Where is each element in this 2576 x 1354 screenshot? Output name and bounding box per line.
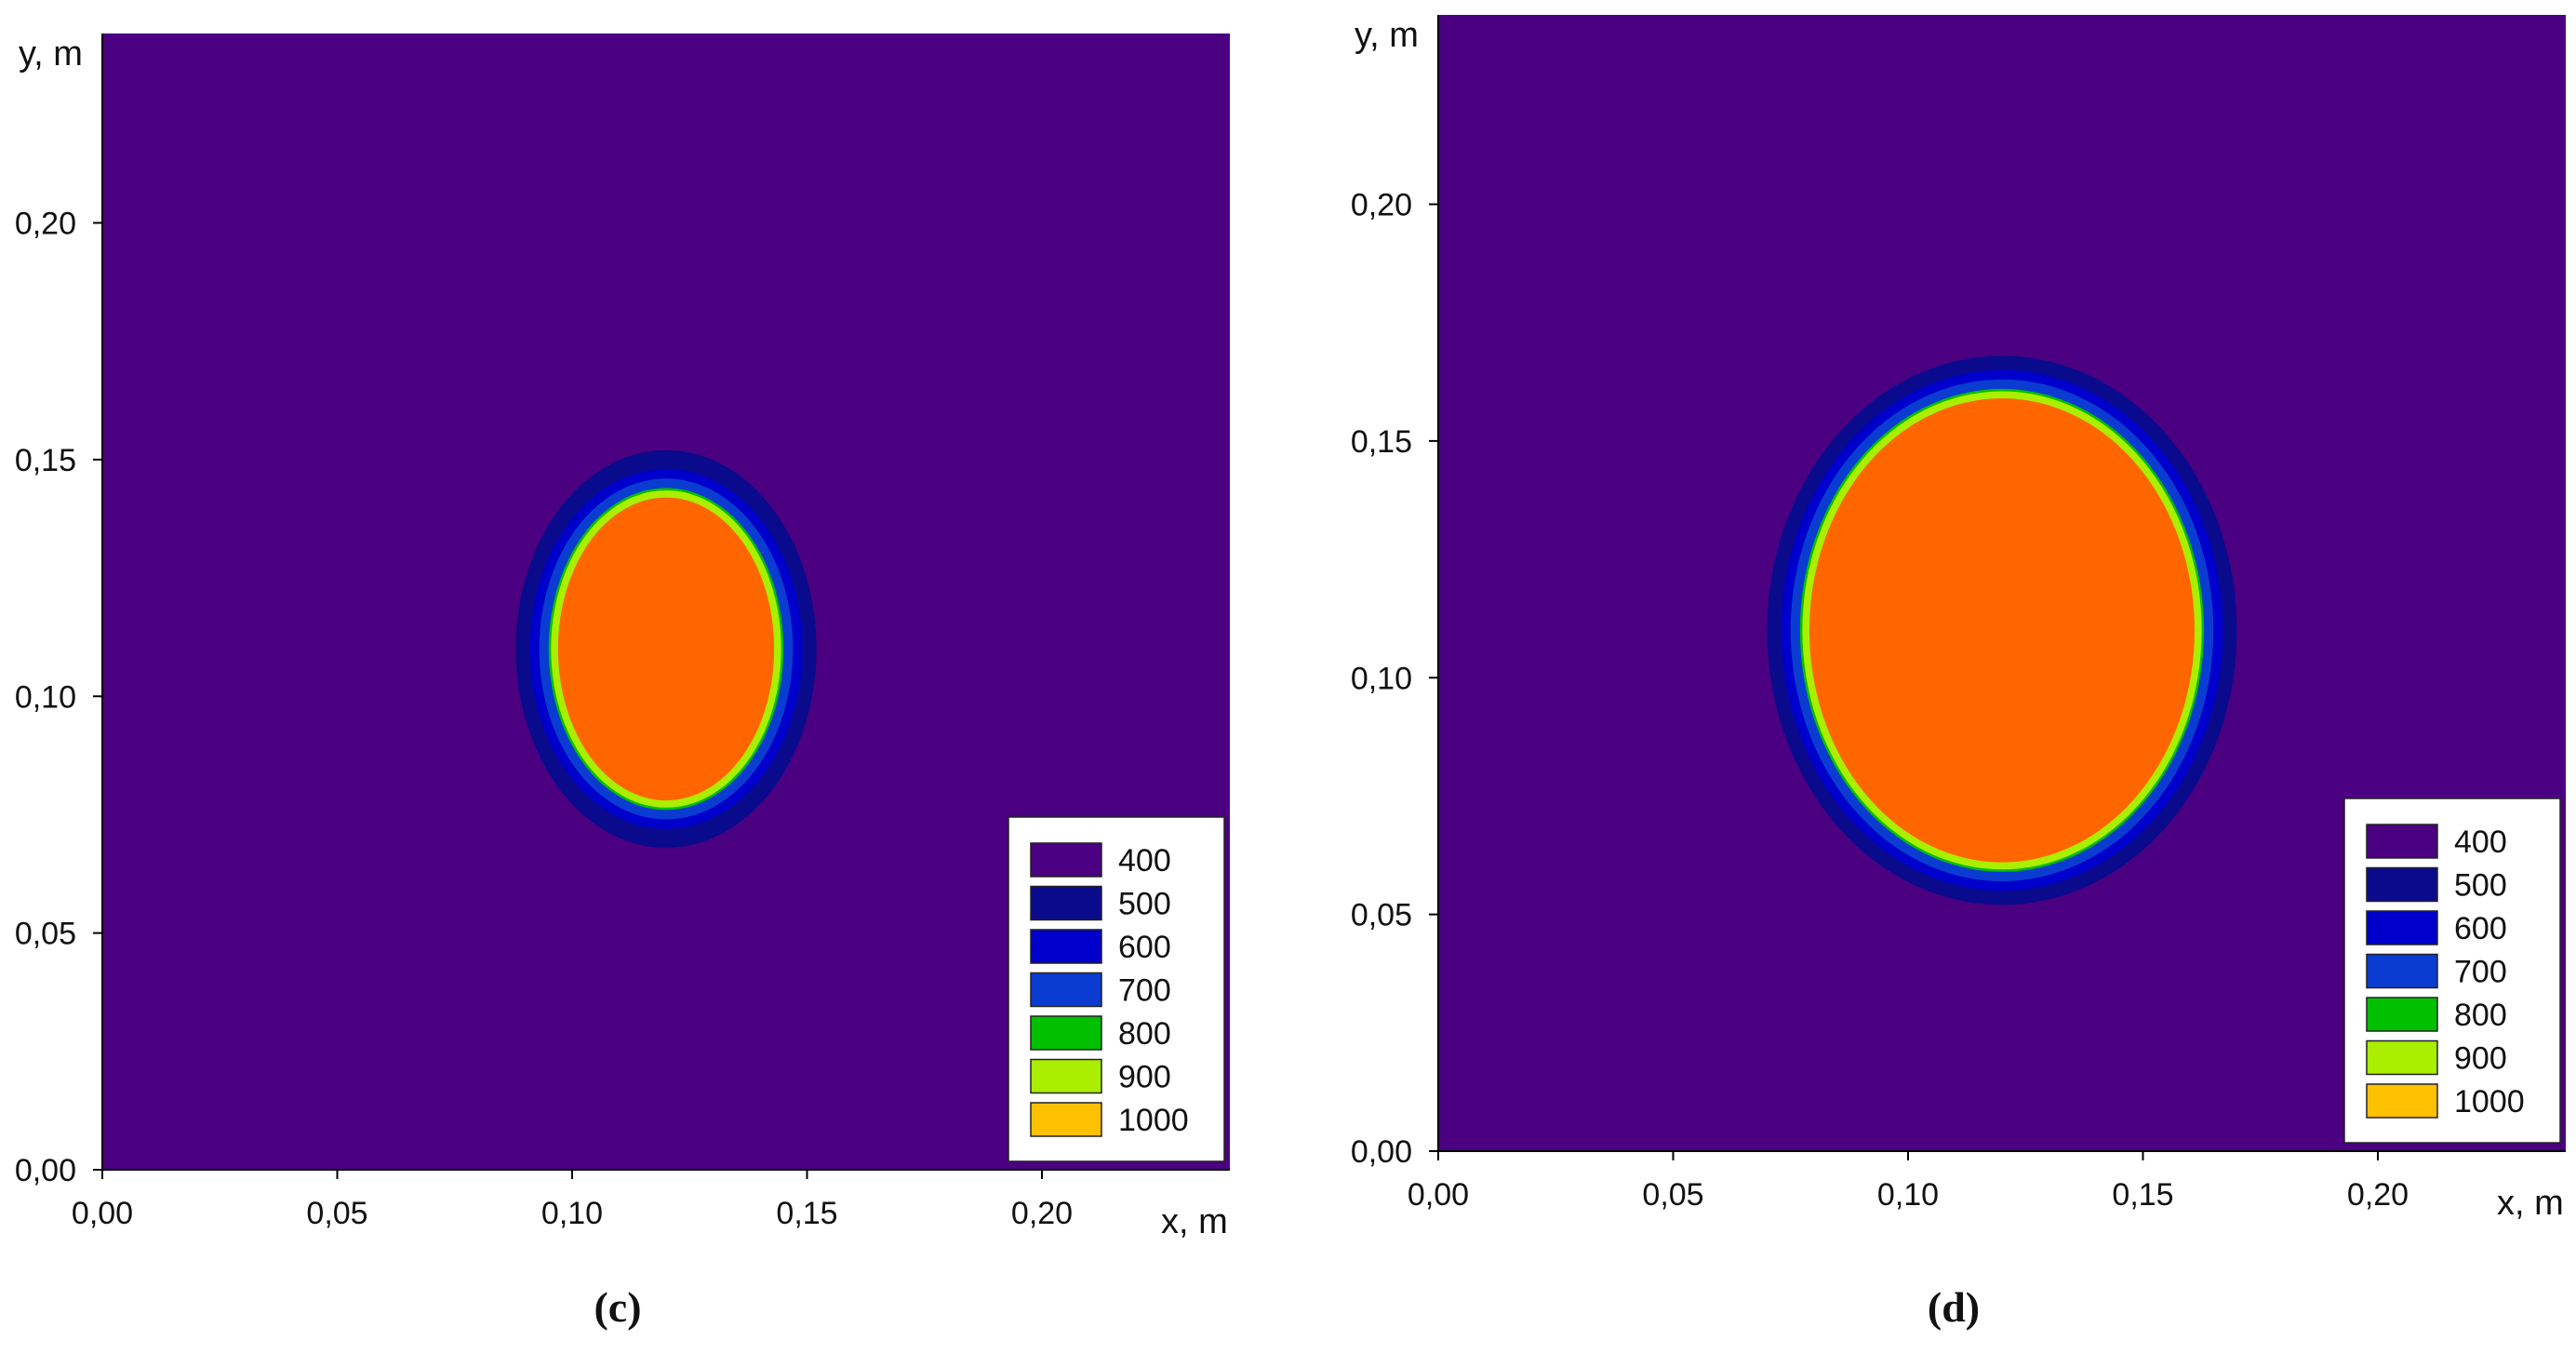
legend-swatch-400 — [1030, 842, 1102, 878]
y-axis-label: y, m — [1355, 16, 1419, 55]
legend-swatch-500 — [2366, 866, 2438, 903]
y-tick-label: 0,10 — [15, 679, 76, 715]
legend-swatch-500 — [1030, 885, 1102, 921]
legend-swatch-700 — [1030, 972, 1102, 1008]
contour-1000 — [557, 497, 775, 801]
legend-label-600: 600 — [2454, 911, 2507, 946]
legend: 400 500 600 700 800 900 1000 — [2343, 798, 2561, 1144]
legend-swatch-600 — [2366, 910, 2438, 945]
y-axis-label: y, m — [19, 34, 83, 74]
contour-1000 — [1809, 398, 2196, 863]
legend-label-400: 400 — [2454, 824, 2507, 860]
legend-swatch-800 — [1030, 1015, 1102, 1051]
x-tick-label: 0,10 — [541, 1196, 603, 1231]
y-tick-label: 0,05 — [1351, 898, 1412, 933]
x-tick-label: 0,10 — [1877, 1177, 1939, 1213]
y-tick-label: 0,20 — [1351, 188, 1412, 223]
legend-label-500: 500 — [1118, 887, 1171, 922]
x-axis-label: x, m — [1161, 1202, 1228, 1241]
legend-swatch-900 — [1030, 1058, 1102, 1094]
legend-label-900: 900 — [2454, 1041, 2507, 1077]
legend: 400 500 600 700 800 900 1000 — [1008, 816, 1225, 1162]
legend-label-700: 700 — [1118, 973, 1171, 1009]
legend-swatch-600 — [1030, 929, 1102, 964]
legend-label-900: 900 — [1118, 1060, 1171, 1095]
legend-swatch-1000 — [1030, 1102, 1102, 1137]
x-tick-label: 0,00 — [72, 1196, 133, 1231]
y-tick-label: 0,10 — [1351, 661, 1412, 696]
legend-swatch-400 — [2366, 824, 2438, 859]
panel-label: (c) — [594, 1283, 641, 1331]
legend-label-800: 800 — [2454, 998, 2507, 1033]
legend-swatch-700 — [2366, 953, 2438, 989]
x-tick-label: 0,00 — [1408, 1177, 1469, 1213]
y-tick-label: 0,00 — [1351, 1134, 1412, 1170]
legend-swatch-800 — [2366, 997, 2438, 1032]
legend-label-1000: 1000 — [2454, 1084, 2525, 1119]
chart-panel-c: 0,00 0,05 0,10 0,15 0,20 0,00 0,05 0,10 0,15 0,20… — [15, 34, 1230, 1331]
chart-panel-d: 0,00 0,05 0,10 0,15 0,20 0,00 0,05 0,10 0,15 0,20… — [1351, 15, 2566, 1331]
x-tick-label: 0,05 — [1642, 1177, 1703, 1213]
legend-label-400: 400 — [1118, 843, 1171, 878]
legend-label-600: 600 — [1118, 930, 1171, 965]
legend-label-800: 800 — [1118, 1016, 1171, 1052]
x-tick-label: 0,20 — [1011, 1196, 1073, 1231]
legend-label-1000: 1000 — [1118, 1103, 1189, 1138]
y-tick-label: 0,15 — [1351, 424, 1412, 460]
x-tick-label: 0,15 — [776, 1196, 837, 1231]
panel-label: (d) — [1928, 1283, 1980, 1331]
legend-swatch-1000 — [2366, 1083, 2438, 1119]
x-tick-label: 0,05 — [306, 1196, 367, 1231]
y-tick-label: 0,15 — [15, 443, 76, 478]
x-axis-label: x, m — [2497, 1184, 2564, 1223]
y-tick-label: 0,05 — [15, 917, 76, 952]
x-tick-label: 0,20 — [2347, 1177, 2409, 1213]
y-tick-label: 0,00 — [15, 1153, 76, 1188]
y-tick-label: 0,20 — [15, 207, 76, 242]
x-tick-label: 0,15 — [2112, 1177, 2173, 1213]
legend-label-500: 500 — [2454, 868, 2507, 904]
legend-swatch-900 — [2366, 1039, 2438, 1076]
legend-label-700: 700 — [2454, 955, 2507, 990]
